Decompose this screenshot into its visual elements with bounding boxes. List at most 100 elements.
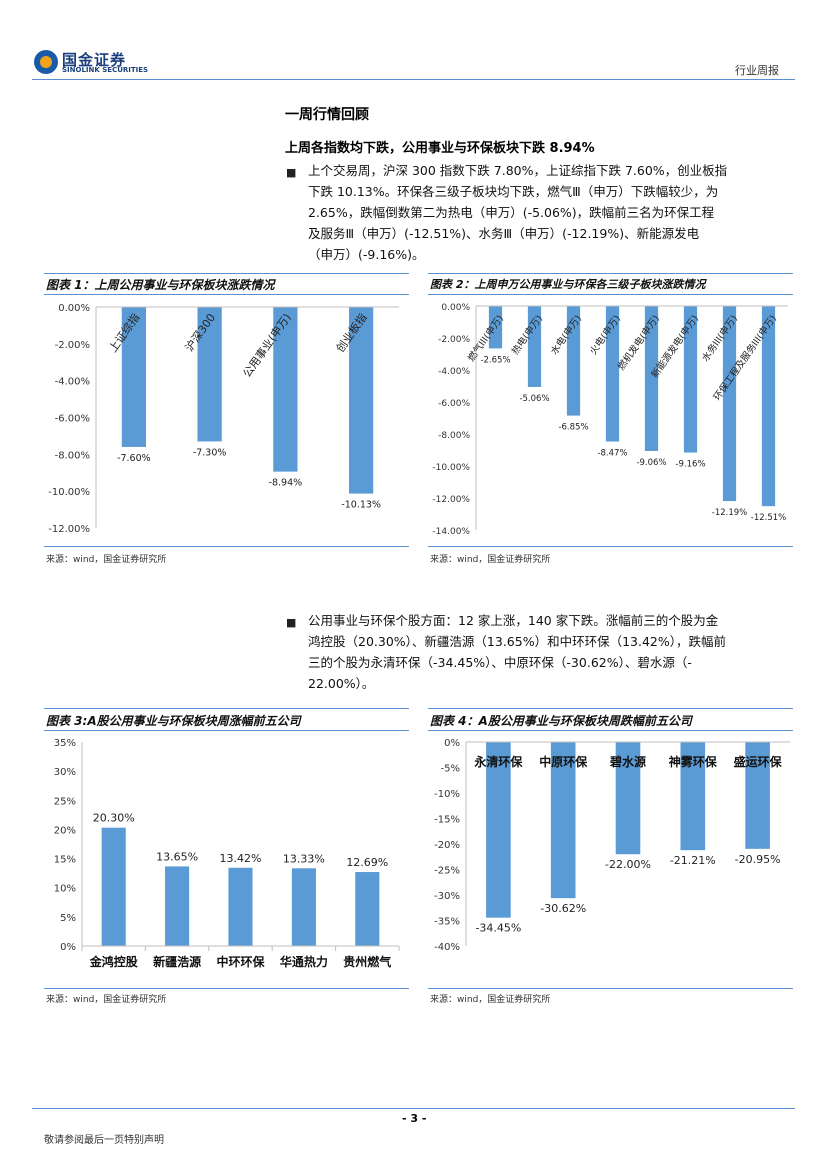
category-label: 中环环保 [216, 954, 265, 969]
data-label: 20.30% [93, 812, 135, 825]
para-line: （申万）(-9.16%)。 [308, 247, 425, 262]
bar [566, 306, 581, 416]
paragraph-1: 上个交易周，沪深 300 指数下跌 7.80%，上证综指下跌 7.60%，创业板… [308, 160, 786, 265]
bullet-icon: ■ [286, 616, 297, 629]
chart-2: 0.00% -2.00% -4.00% -6.00% -8.00% -10.00% -12.… [432, 303, 788, 537]
bar [291, 868, 316, 946]
fig1-title-rule [44, 294, 409, 295]
disclaimer-note: 敬请参阅最后一页特别声明 [44, 1135, 164, 1146]
data-label: -22.00% [605, 858, 651, 871]
fig1-bottom-rule [44, 546, 409, 547]
y-tick-label: 35% [54, 738, 76, 749]
section-title: 一周行情回顾 [285, 107, 369, 123]
y-tick-label: -35% [434, 917, 460, 928]
para-line: 下跌 10.13%。环保各三级子板块均下跌，燃气Ⅲ（申万）下跌幅较少，为 [308, 184, 719, 199]
bar [486, 742, 511, 918]
y-tick-label: -2.00% [438, 335, 470, 345]
category-label: 神雾环保 [669, 754, 718, 769]
y-tick-label: -40% [434, 942, 460, 953]
paragraph-2: 公用事业与环保个股方面：12 家上涨，140 家下跌。涨幅前三的个股为金 鸿控股… [308, 610, 786, 694]
y-tick-label: -12.00% [48, 524, 90, 535]
fig4-bottom-rule [428, 988, 793, 989]
fig3-top-rule [44, 708, 409, 709]
data-label: -34.45% [475, 922, 521, 935]
category-label: 贵州燃气 [343, 954, 391, 969]
category-label: 新疆浩源 [153, 954, 201, 969]
fig2-title: 图表 2：上周申万公用事业与环保各三级子板块涨跌情况 [430, 278, 706, 291]
bullet-icon: ■ [286, 166, 297, 179]
fig2-title-rule [428, 294, 793, 295]
header-divider [32, 79, 795, 80]
y-tick-label: 20% [54, 825, 76, 836]
logo-icon [34, 50, 58, 74]
report-type: 行业周报 [735, 64, 779, 77]
bar [683, 306, 698, 453]
para-line: 22.00%）。 [308, 676, 375, 691]
y-tick-label: -4.00% [438, 367, 470, 377]
data-label: -8.94% [269, 478, 303, 489]
y-tick-label: -25% [434, 866, 460, 877]
category-label: 金鸿控股 [89, 954, 139, 969]
data-label: -7.30% [193, 447, 227, 458]
category-label: 中原环保 [539, 754, 588, 769]
y-tick-label: 0.00% [58, 303, 90, 314]
fig3-title-rule [44, 730, 409, 731]
y-tick-label: -2.00% [55, 340, 90, 351]
data-label: -6.85% [558, 423, 588, 433]
y-tick-label: 25% [54, 796, 76, 807]
bar [165, 866, 190, 946]
bar [488, 306, 503, 349]
y-tick-label: -6.00% [438, 399, 470, 409]
y-tick-label: -4.00% [55, 377, 90, 388]
bar [355, 872, 380, 946]
data-label: -9.16% [675, 460, 705, 470]
data-label: -7.60% [117, 453, 151, 464]
bar [615, 742, 641, 855]
bar [605, 306, 620, 442]
fig4-source: 来源：wind，国金证券研究所 [430, 995, 551, 1005]
y-tick-label: -5% [441, 764, 460, 775]
y-tick-label: 0% [444, 738, 460, 749]
data-label: -12.51% [751, 513, 786, 523]
bar [101, 827, 126, 946]
y-tick-label: 30% [54, 767, 76, 778]
y-tick-label: -20% [434, 840, 460, 851]
y-tick-label: -30% [434, 891, 460, 902]
fig1-source: 来源：wind，国金证券研究所 [46, 555, 167, 565]
logo-text-en: SINOLINK SECURITIES [62, 66, 149, 74]
data-label: -10.13% [341, 500, 381, 511]
y-tick-label: 15% [54, 855, 76, 866]
chart-3: 35% 30% 25% 20% 15% 10% 5% 0% 20.30% 金鸿控股 13.65% 新疆… [54, 738, 400, 969]
fig4-title-rule [428, 730, 793, 731]
chart-4: 0% -5% -10% -15% -20% -25% -30% -35% -40% -34.45%… [434, 738, 790, 953]
para-line: 公用事业与环保个股方面：12 家上涨，140 家下跌。涨幅前三的个股为金 [308, 613, 719, 628]
bar [228, 867, 253, 946]
chart-1: 0.00% -2.00% -4.00% -6.00% -8.00% -10.00% -12.… [48, 303, 399, 535]
y-tick-label: -10.00% [432, 463, 470, 473]
data-label: -5.06% [519, 394, 549, 404]
bar [680, 742, 706, 851]
data-label: 12.69% [346, 856, 388, 869]
bar [197, 307, 222, 442]
para-line: 2.65%，跌幅倒数第二为热电（申万）(-5.06%)，跌幅前三名为环保工程 [308, 205, 715, 220]
fig2-top-rule [428, 273, 793, 274]
y-tick-label: -12.00% [432, 495, 470, 505]
data-label: -8.47% [597, 449, 627, 459]
fig3-bottom-rule [44, 988, 409, 989]
para-line: 上个交易周，沪深 300 指数下跌 7.80%，上证综指下跌 7.60%，创业板… [308, 163, 728, 178]
subtitle: 上周各指数均下跌，公用事业与环保板块下跌 8.94% [285, 141, 595, 156]
page-number: - 3 - [402, 1112, 427, 1125]
category-label: 永清环保 [473, 754, 523, 769]
bar [722, 306, 737, 502]
data-label: 13.65% [156, 850, 198, 863]
y-tick-label: -8.00% [55, 450, 90, 461]
y-tick-label: 10% [54, 884, 76, 895]
category-label: 碧水源 [609, 754, 646, 769]
bar [273, 307, 298, 472]
fig4-top-rule [428, 708, 793, 709]
bar [550, 742, 576, 899]
fig1-title: 图表 1：上周公用事业与环保板块涨跌情况 [46, 278, 275, 292]
bar [349, 307, 374, 494]
y-tick-label: -8.00% [438, 431, 470, 441]
y-tick-label: 0.00% [441, 303, 470, 313]
